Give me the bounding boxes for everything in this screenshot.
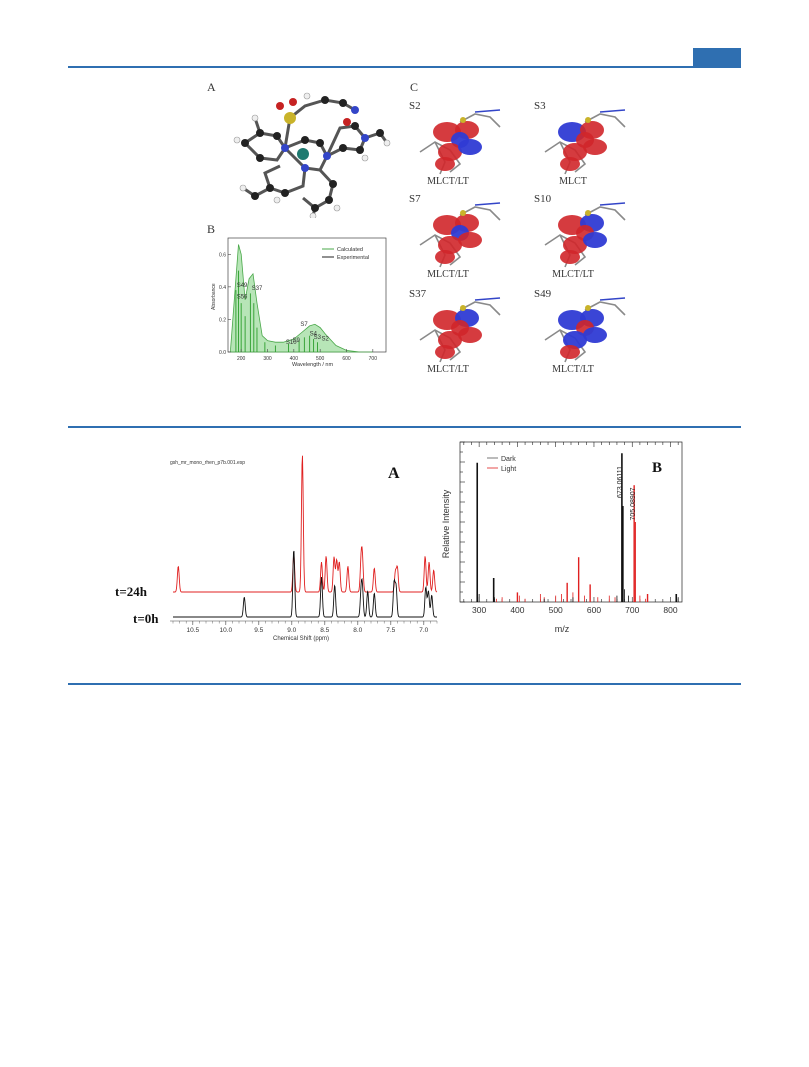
ms-xtick-label: 700: [625, 605, 639, 615]
orbital-transition-label: MLCT/LT: [552, 269, 594, 280]
orbital-panel-s49: S49 MLCT/LT: [530, 288, 640, 378]
fig1-panel-a-label: A: [207, 80, 216, 94]
absorbance-peak-label: S37: [252, 286, 263, 292]
orbital-state-label: S10: [534, 193, 552, 205]
orbital-panel-s3: S3 MLCT: [530, 100, 640, 190]
orbital-state-label: S7: [409, 193, 421, 205]
fig2-panel-b-label: B: [652, 460, 662, 476]
absorbance-ytick-label: 0.6: [219, 252, 226, 258]
nmr-xtick-label: 7.5: [386, 627, 395, 634]
legend-calculated: Calculated: [337, 247, 363, 253]
top-rule: [68, 66, 741, 68]
absorbance-ytick-label: 0.2: [219, 317, 226, 323]
nmr-trace-0h: [173, 550, 437, 618]
ms-xtick-label: 400: [510, 605, 524, 615]
ms-xtick-label: 500: [549, 605, 563, 615]
nmr-xtick-label: 8.0: [353, 627, 362, 634]
orbital-isosurface-image: [544, 109, 626, 175]
absorbance-xtick-label: 500: [316, 356, 325, 362]
absorbance-ylabel: Absorbance: [211, 283, 217, 310]
orbital-state-label: S49: [534, 288, 552, 300]
nmr-trace-label-0h: t=0h: [133, 611, 159, 626]
molecule-structure-image: [233, 92, 391, 218]
orbital-panel-s7: S7 MLCT/LT: [405, 193, 515, 283]
metal-center-atom: [297, 148, 309, 160]
absorbance-ytick-label: 0.4: [219, 285, 226, 291]
absorbance-peak-label: S7: [300, 322, 308, 328]
nmr-xtick-label: 7.0: [419, 627, 428, 634]
orbital-panel-s2: S2 MLCT/LT: [405, 100, 515, 190]
oscillator-sticks: [235, 270, 318, 352]
legend-light: Light: [501, 466, 516, 473]
mass-spectrum-chart: Dark Light B 673.06111 705.08907 Relativ…: [441, 441, 683, 634]
nmr-xlabel: Chemical Shift (ppm): [273, 636, 329, 642]
ms-peaks: [476, 453, 679, 602]
orbital-panel-s37: S37 MLCT/LT: [405, 288, 515, 378]
orbital-transition-label: MLCT/LT: [427, 269, 469, 280]
absorbance-xlabel: Wavelength / nm: [292, 362, 333, 368]
legend-dark: Dark: [501, 456, 516, 463]
orbital-transition-label: MLCT/LT: [427, 176, 469, 187]
absorbance-xtick-label: 700: [369, 356, 378, 362]
sulfur-atom: [284, 112, 296, 124]
orbital-transition-label: MLCT/LT: [552, 364, 594, 375]
nmr-xtick-label: 9.0: [287, 627, 296, 634]
header-block: [693, 48, 741, 67]
fig2-panel-a-label: A: [388, 465, 400, 482]
nmr-xtick-label: 8.5: [320, 627, 329, 634]
orbital-state-label: S2: [409, 100, 421, 112]
orbital-transition-label: MLCT/LT: [427, 364, 469, 375]
nmr-xtick-label: 10.0: [219, 627, 232, 634]
absorbance-xtick-label: 600: [342, 356, 351, 362]
absorbance-peak-label: S3: [314, 335, 322, 341]
nmr-file-label: gsh_mr_mono_rhen_p7b.001.esp: [170, 460, 245, 466]
absorbance-ytick-label: 0.0: [219, 350, 226, 356]
orbital-isosurface-image: [544, 297, 626, 363]
absorbance-peak-label: S2: [321, 337, 329, 343]
absorbance-peak-label: S49: [237, 283, 248, 289]
absorbance-xtick-label: 200: [237, 356, 246, 362]
absorbance-peak-label: S10: [286, 340, 297, 346]
nmr-xtick-label: 9.5: [254, 627, 263, 634]
ms-peak-label-light: 705.08907: [630, 487, 637, 520]
orbital-isosurface-image: [419, 202, 501, 268]
nmr-spectrum-chart: gsh_mr_mono_rhen_p7b.001.esp A t=24h t=0…: [115, 455, 438, 642]
fig1-panel-b-label: B: [207, 222, 216, 236]
absorbance-xtick-label: 400: [290, 356, 299, 362]
legend-experimental: Experimental: [337, 255, 369, 261]
ms-xtick-label: 300: [472, 605, 486, 615]
orbital-panel-s10: S10 MLCT/LT: [530, 193, 640, 283]
absorbance-xtick-label: 300: [263, 356, 272, 362]
orbital-isosurface-image: [419, 109, 501, 175]
fig1-panel-c-label: C: [410, 80, 419, 94]
middle-rule: [68, 426, 741, 428]
nmr-xtick-label: 10.5: [186, 627, 199, 634]
ms-peak-label-dark: 673.06111: [617, 466, 624, 498]
ms-xtick-label: 800: [663, 605, 677, 615]
ms-xtick-label: 600: [587, 605, 601, 615]
absorbance-peak-label: S9: [293, 338, 301, 344]
orbital-transition-label: MLCT: [559, 176, 587, 187]
ms-ylabel: Relative Intensity: [441, 489, 451, 558]
bottom-rule: [68, 683, 741, 685]
orbital-isosurface-image: [419, 297, 501, 363]
orbital-state-label: S37: [409, 288, 427, 300]
orbital-state-label: S3: [534, 100, 546, 112]
absorbance-peak-label: S56: [237, 294, 248, 300]
absorbance-chart: 0.0 0.2 0.4 0.6 200 300 400 500 600 700 Calculat…: [211, 237, 387, 368]
ms-xlabel: m/z: [555, 624, 570, 634]
orbital-isosurface-image: [544, 202, 626, 268]
absorbance-peak-label: S4: [310, 332, 318, 338]
nmr-trace-label-24h: t=24h: [115, 584, 148, 599]
